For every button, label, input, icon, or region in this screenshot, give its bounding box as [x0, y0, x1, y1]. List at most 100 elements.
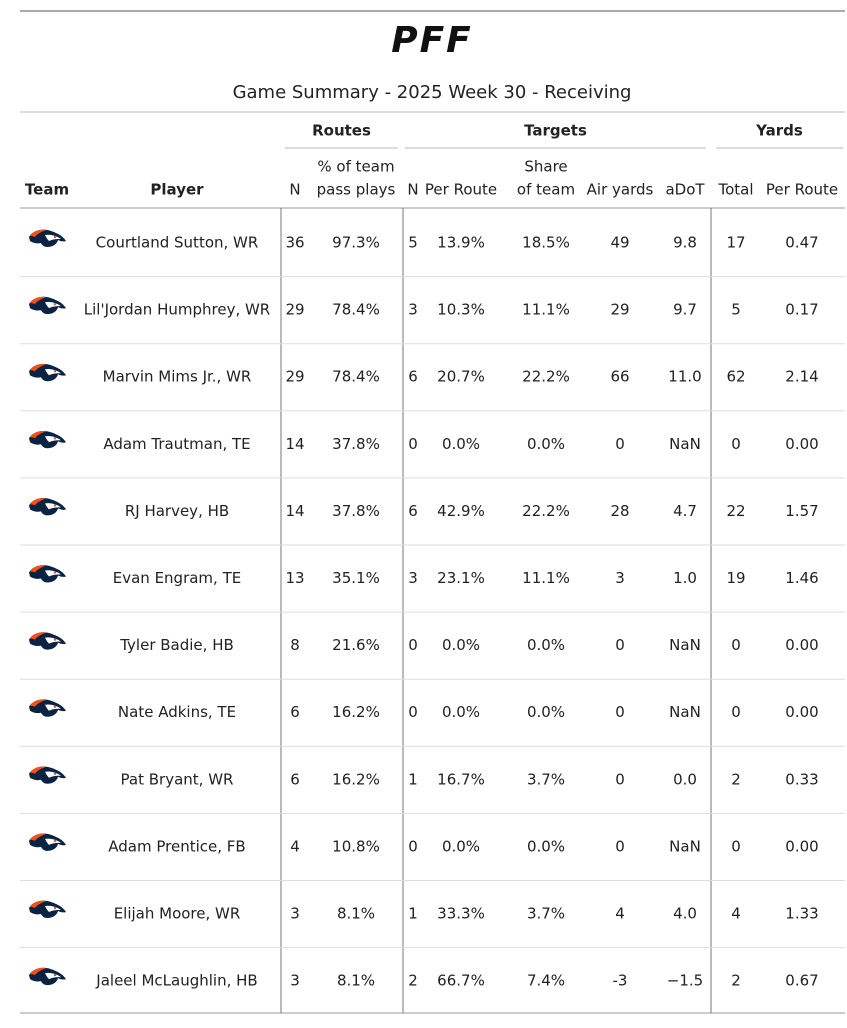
cell: 0.00	[785, 703, 818, 721]
cell: 10.3%	[437, 301, 485, 319]
cell: 62	[726, 368, 745, 386]
player-name: Pat Bryant, WR	[121, 770, 234, 788]
cell: 6	[408, 368, 418, 386]
cell: 0.33	[785, 770, 818, 788]
cell: 0	[408, 636, 418, 654]
group-header: Yards	[755, 122, 803, 140]
player-name: RJ Harvey, HB	[125, 502, 229, 520]
cell: 0.0	[673, 770, 697, 788]
cell: 0	[731, 435, 741, 453]
cell: 22	[726, 502, 745, 520]
column-header: pass plays	[317, 181, 396, 199]
team-logo	[29, 229, 66, 247]
cell: 42.9%	[437, 502, 485, 520]
cell: 6	[290, 770, 300, 788]
cell: 0	[731, 837, 741, 855]
team-logo	[29, 498, 66, 516]
cell: 49	[610, 234, 629, 252]
cell: 66	[610, 368, 629, 386]
team-logo	[29, 833, 66, 851]
cell: 0	[731, 703, 741, 721]
cell: 13	[285, 569, 304, 587]
cell: 28	[610, 502, 629, 520]
column-header: of team	[517, 181, 575, 199]
logo: PFF	[391, 20, 473, 61]
cell: 20.7%	[437, 368, 485, 386]
team-logo	[29, 296, 66, 315]
cell: 0.67	[785, 972, 818, 990]
cell: 3	[615, 569, 625, 587]
cell: 1	[408, 905, 418, 923]
team-logo	[29, 363, 66, 382]
cell: 10.8%	[332, 837, 380, 855]
cell: 33.3%	[437, 905, 485, 923]
player-name: Evan Engram, TE	[113, 569, 241, 587]
column-header: Per Route	[766, 181, 838, 199]
group-header: Targets	[524, 122, 587, 140]
cell: 1.46	[785, 569, 818, 587]
cell: 29	[285, 368, 304, 386]
cell: 1.33	[785, 905, 818, 923]
cell: −1.5	[667, 972, 703, 990]
cell: NaN	[669, 435, 701, 453]
player-name: Marvin Mims Jr., WR	[103, 368, 252, 386]
cell: 5	[408, 234, 418, 252]
cell: 11.1%	[522, 569, 570, 587]
cell: 16.7%	[437, 770, 485, 788]
cell: 3	[408, 301, 418, 319]
cell: 29	[285, 301, 304, 319]
cell: 6	[408, 502, 418, 520]
cell: 66.7%	[437, 972, 485, 990]
cell: 8.1%	[337, 972, 375, 990]
cell: 6	[290, 703, 300, 721]
cell: 4	[731, 905, 741, 923]
player-name: Jaleel McLaughlin, HB	[95, 972, 257, 990]
column-header: Player	[150, 181, 204, 199]
column-header: aDoT	[665, 181, 705, 199]
cell: 0.0%	[442, 636, 480, 654]
cell: 8.1%	[337, 905, 375, 923]
column-header: % of team	[317, 158, 394, 176]
column-header: Total	[717, 181, 753, 199]
cell: 0	[615, 435, 625, 453]
cell: 36	[285, 234, 304, 252]
cell: 0	[408, 703, 418, 721]
cell: 1.57	[785, 502, 818, 520]
cell: 0	[615, 837, 625, 855]
cell: 0.0%	[527, 703, 565, 721]
cell: 37.8%	[332, 502, 380, 520]
cell: 18.5%	[522, 234, 570, 252]
cell: NaN	[669, 837, 701, 855]
cell: 1.0	[673, 569, 697, 587]
cell: 4.7	[673, 502, 697, 520]
column-header: Share	[524, 158, 567, 176]
cell: 21.6%	[332, 636, 380, 654]
cell: 2	[731, 770, 741, 788]
cell: 4	[615, 905, 625, 923]
group-header: Routes	[312, 122, 371, 140]
cell: 97.3%	[332, 234, 380, 252]
cell: 2.14	[785, 368, 818, 386]
cell: NaN	[669, 703, 701, 721]
cell: 0.0%	[442, 703, 480, 721]
cell: -3	[613, 972, 628, 990]
cell: 11.0	[668, 368, 701, 386]
cell: 5	[731, 301, 741, 319]
cell: 14	[285, 502, 304, 520]
player-name: Elijah Moore, WR	[114, 905, 241, 923]
cell: 22.2%	[522, 502, 570, 520]
cell: 9.7	[673, 301, 697, 319]
cell: 0.47	[785, 234, 818, 252]
cell: 9.8	[673, 234, 697, 252]
team-logo	[29, 632, 66, 650]
cell: 0.0%	[527, 636, 565, 654]
cell: 0.0%	[527, 837, 565, 855]
player-name: Adam Prentice, FB	[108, 837, 245, 855]
team-logo	[29, 565, 66, 583]
cell: 0.00	[785, 837, 818, 855]
cell: 2	[408, 972, 418, 990]
cell: 0.17	[785, 301, 818, 319]
cell: 11.1%	[522, 301, 570, 319]
column-header: N	[407, 181, 418, 199]
